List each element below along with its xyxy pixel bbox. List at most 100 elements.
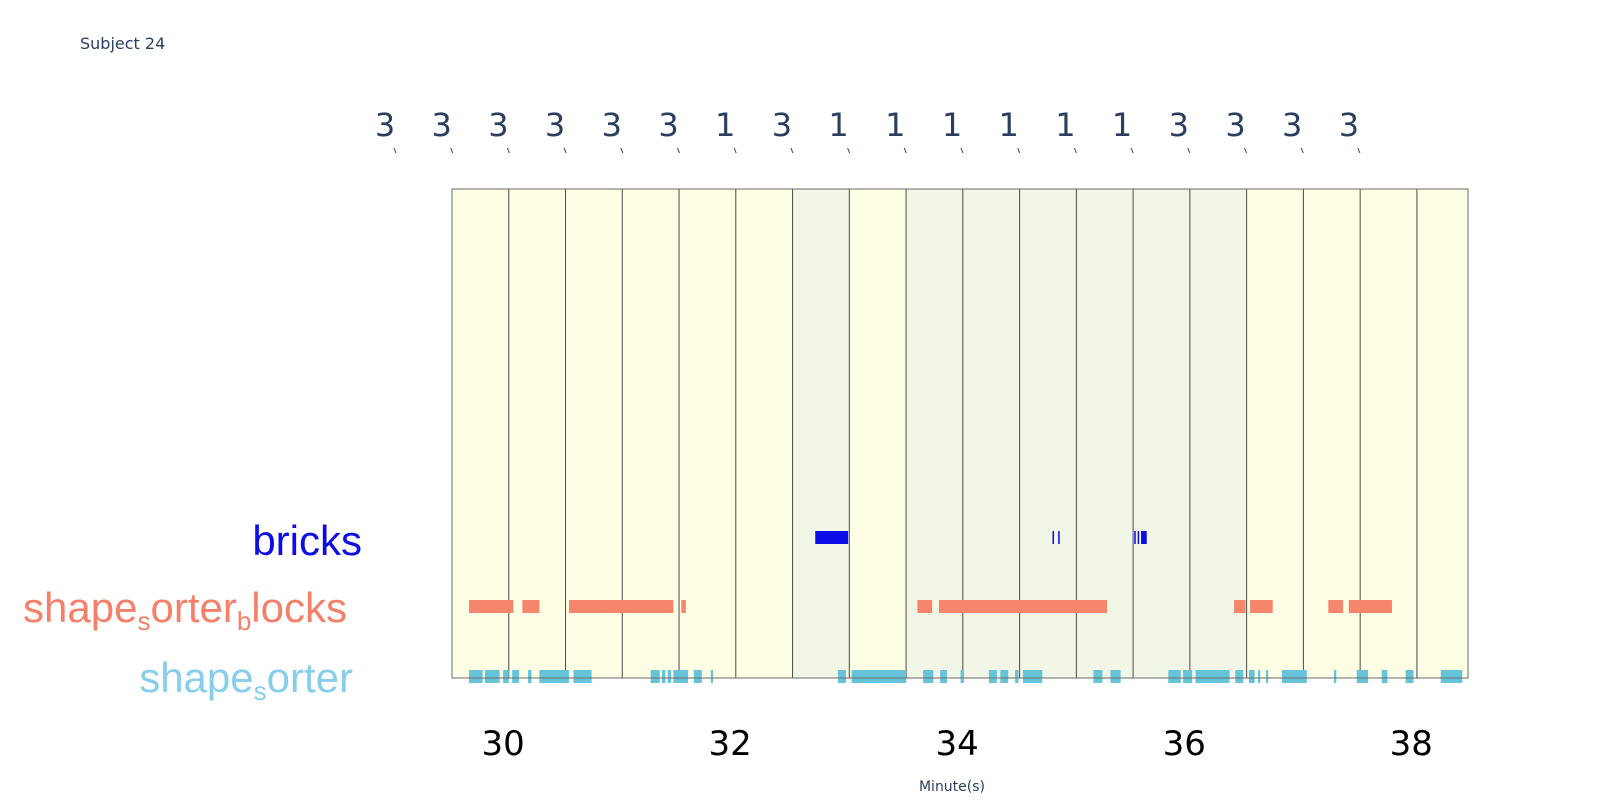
bricks-event <box>1141 531 1147 544</box>
subject-title: Subject 24 <box>80 34 165 53</box>
bricks-event <box>815 531 849 544</box>
shape-sorter-event <box>960 670 964 683</box>
shape-sorter-event <box>923 670 934 683</box>
x-axis-ticks: 30 32 34 36 38 <box>481 724 1432 764</box>
shape-sorter-blocks-event <box>522 600 540 613</box>
shape-sorter-event <box>673 670 689 683</box>
shape-sorter-blocks-event <box>681 600 686 613</box>
shape-sorter-blocks-event <box>917 600 933 613</box>
shape-sorter-event <box>1281 670 1307 683</box>
shape-sorter-event <box>1000 670 1009 683</box>
segment-label: 3 <box>658 106 678 144</box>
row-labels: bricks shapesorterblocks shapesorter <box>23 517 362 706</box>
segment-background <box>1360 189 1417 678</box>
x-tick-label: 32 <box>708 724 751 764</box>
segment-background <box>735 189 793 678</box>
shape-sorter-event <box>528 670 532 683</box>
segment-label-tick <box>847 147 851 154</box>
shape-sorter-event <box>539 670 569 683</box>
shape-sorter-event <box>1235 670 1244 683</box>
segment-label: 3 <box>1225 106 1245 144</box>
segment-label: 3 <box>602 106 622 144</box>
shape-sorter-event <box>1195 670 1230 683</box>
bricks-event <box>1134 531 1136 544</box>
row-label-shape-sorter: shapesorter <box>139 654 353 706</box>
event-marks <box>469 531 1463 683</box>
shape-sorter-event <box>1356 670 1369 683</box>
segment-background <box>508 189 566 678</box>
segment-background <box>679 189 736 678</box>
segment-label-tick <box>506 147 510 154</box>
segment-label: 1 <box>885 106 905 144</box>
bricks-event <box>1052 531 1055 544</box>
segment-background <box>1303 189 1361 678</box>
segment-label-tick <box>733 147 737 154</box>
shape-sorter-event <box>662 670 666 683</box>
row-label-bricks: bricks <box>252 517 362 564</box>
shape-sorter-event <box>1381 670 1388 683</box>
segment-background <box>1076 189 1134 678</box>
x-tick-label: 38 <box>1390 724 1433 764</box>
segment-label: 1 <box>715 106 735 144</box>
shape-sorter-event <box>1334 670 1337 683</box>
segment-label-tick <box>1073 147 1077 154</box>
segment-label: 1 <box>1112 106 1132 144</box>
shape-sorter-event <box>1093 670 1103 683</box>
segment-background <box>1133 189 1190 678</box>
segment-label-tick <box>563 147 567 154</box>
segment-label: 3 <box>1169 106 1189 144</box>
shape-sorter-event <box>1110 670 1121 683</box>
x-tick-label: 30 <box>481 724 524 764</box>
segment-label: 3 <box>375 106 395 144</box>
shape-sorter-event <box>1257 670 1261 683</box>
segment-label-tick <box>903 147 907 154</box>
plot-frame <box>451 188 1469 679</box>
segment-label: 3 <box>545 106 565 144</box>
segment-label: 1 <box>1055 106 1075 144</box>
shape-sorter-event <box>837 670 846 683</box>
segment-label-tick <box>790 147 794 154</box>
shape-sorter-event <box>1168 670 1181 683</box>
shape-sorter-event <box>484 670 500 683</box>
shape-sorter-blocks-event <box>938 600 1108 613</box>
segment-background <box>1416 189 1468 678</box>
x-tick-label: 36 <box>1163 724 1206 764</box>
segment-background <box>849 189 907 678</box>
segment-label: 3 <box>488 106 508 144</box>
bricks-event <box>1058 531 1060 544</box>
segment-label-tick <box>450 147 454 154</box>
shape-sorter-event <box>503 670 509 683</box>
segment-label: 1 <box>828 106 848 144</box>
shape-sorter-event <box>940 670 947 683</box>
shape-sorter-event <box>851 670 907 683</box>
segment-label: 1 <box>942 106 962 144</box>
shape-sorter-event <box>1440 670 1463 683</box>
shape-sorter-blocks-event <box>568 600 674 613</box>
segment-label: 1 <box>999 106 1019 144</box>
shape-sorter-event <box>512 670 519 683</box>
segment-background <box>622 189 680 678</box>
shape-sorter-blocks-event <box>1348 600 1392 613</box>
shape-sorter-blocks-event <box>1250 600 1273 613</box>
segment-background <box>452 189 509 678</box>
segment-background <box>1189 189 1247 678</box>
shape-sorter-blocks-event <box>1328 600 1344 613</box>
shape-sorter-event <box>469 670 483 683</box>
shape-sorter-event <box>1265 670 1269 683</box>
bricks-event <box>1137 531 1140 544</box>
x-tick-label: 34 <box>936 724 979 764</box>
segment-label-tick <box>393 147 397 154</box>
segment-background <box>1019 189 1077 678</box>
row-label-shape-sorter-blocks: shapesorterblocks <box>23 584 347 636</box>
segment-label-tick <box>1017 147 1021 154</box>
shape-sorter-blocks-event <box>469 600 514 613</box>
shape-sorter-event <box>1183 670 1193 683</box>
shape-sorter-event <box>1405 670 1414 683</box>
segment-label-tick <box>1187 147 1191 154</box>
segment-label-tick <box>677 147 680 154</box>
segment-background <box>565 189 623 678</box>
shape-sorter-event <box>573 670 592 683</box>
shape-sorter-event <box>650 670 660 683</box>
